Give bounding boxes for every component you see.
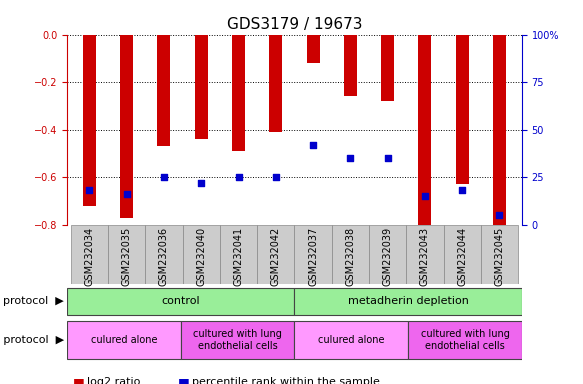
Text: GSM232037: GSM232037 <box>308 227 318 286</box>
Bar <box>344 35 357 96</box>
Text: GSM232038: GSM232038 <box>345 227 355 286</box>
Text: culured alone: culured alone <box>90 335 157 345</box>
Text: log2 ratio: log2 ratio <box>87 377 141 384</box>
Text: GSM232045: GSM232045 <box>494 227 504 286</box>
Text: GSM232034: GSM232034 <box>85 227 94 286</box>
Point <box>383 155 392 161</box>
Bar <box>381 35 394 101</box>
FancyBboxPatch shape <box>67 288 294 315</box>
Text: growth protocol  ▶: growth protocol ▶ <box>0 335 64 345</box>
Point <box>159 174 168 180</box>
Text: GSM232041: GSM232041 <box>234 227 244 286</box>
Title: GDS3179 / 19673: GDS3179 / 19673 <box>227 17 362 32</box>
FancyBboxPatch shape <box>220 225 257 284</box>
Text: GSM232040: GSM232040 <box>196 227 206 286</box>
FancyBboxPatch shape <box>481 225 518 284</box>
Text: metadherin depletion: metadherin depletion <box>347 296 469 306</box>
Text: cultured with lung
endothelial cells: cultured with lung endothelial cells <box>420 329 510 351</box>
Bar <box>419 35 431 225</box>
FancyBboxPatch shape <box>294 321 408 359</box>
Text: protocol  ▶: protocol ▶ <box>3 296 64 306</box>
Text: percentile rank within the sample: percentile rank within the sample <box>192 377 380 384</box>
Point <box>196 180 206 186</box>
Text: GSM232036: GSM232036 <box>159 227 169 286</box>
Bar <box>307 35 319 63</box>
Bar <box>269 35 282 132</box>
Text: culured alone: culured alone <box>318 335 385 345</box>
FancyBboxPatch shape <box>369 225 406 284</box>
Text: GSM232044: GSM232044 <box>457 227 467 286</box>
FancyBboxPatch shape <box>294 225 332 284</box>
FancyBboxPatch shape <box>67 321 181 359</box>
FancyBboxPatch shape <box>294 288 522 315</box>
Text: GSM232035: GSM232035 <box>122 227 132 286</box>
FancyBboxPatch shape <box>408 321 522 359</box>
FancyBboxPatch shape <box>108 225 145 284</box>
Point <box>308 142 318 148</box>
Point <box>458 187 467 194</box>
Bar <box>195 35 208 139</box>
Point <box>420 193 430 199</box>
Bar <box>232 35 245 151</box>
Point <box>271 174 280 180</box>
Bar <box>456 35 469 184</box>
Text: GSM232042: GSM232042 <box>271 227 281 286</box>
Bar <box>83 35 96 206</box>
Point <box>122 191 131 197</box>
FancyBboxPatch shape <box>257 225 294 284</box>
FancyBboxPatch shape <box>332 225 369 284</box>
Bar <box>493 35 506 225</box>
Bar <box>120 35 133 217</box>
FancyBboxPatch shape <box>444 225 481 284</box>
FancyBboxPatch shape <box>406 225 444 284</box>
FancyBboxPatch shape <box>71 225 108 284</box>
Point <box>495 212 504 218</box>
Text: ■: ■ <box>178 376 189 384</box>
Text: GSM232039: GSM232039 <box>382 227 392 286</box>
Point <box>346 155 355 161</box>
FancyBboxPatch shape <box>145 225 182 284</box>
Point <box>234 174 243 180</box>
Bar <box>157 35 170 146</box>
Text: GSM232043: GSM232043 <box>420 227 430 286</box>
FancyBboxPatch shape <box>182 225 220 284</box>
Text: control: control <box>161 296 200 306</box>
FancyBboxPatch shape <box>181 321 294 359</box>
Text: ■: ■ <box>73 376 85 384</box>
Text: cultured with lung
endothelial cells: cultured with lung endothelial cells <box>193 329 282 351</box>
Point <box>85 187 94 194</box>
